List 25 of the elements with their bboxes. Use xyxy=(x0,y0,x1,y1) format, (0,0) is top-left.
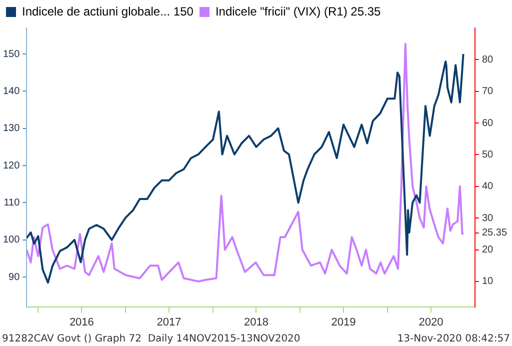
y-tick-label: 150 xyxy=(2,48,20,60)
y2-tick-label: 40 xyxy=(482,181,494,192)
y2-tick-label: 30 xyxy=(482,212,494,224)
y-tick-label: 140 xyxy=(2,86,20,97)
text: 91282CAV Govt () Graph 72 Daily 14NOV2015-13NOV2020 xyxy=(2,334,300,345)
y2-tick-label: 20 xyxy=(482,244,494,256)
legend-label: Indicele de actiuni globale... 150 xyxy=(22,4,194,18)
x-tick-label: 2016 xyxy=(69,316,94,328)
text: 13-Nov-2020 08:42:57 xyxy=(397,334,510,345)
y-tick-label: 130 xyxy=(2,123,20,134)
y-tick-label: 120 xyxy=(2,160,20,172)
y2-tick-label: 25.35 xyxy=(482,228,508,239)
y-tick-label: 100 xyxy=(2,234,20,246)
y-tick-label: 90 xyxy=(8,272,20,283)
y2-tick-label: 60 xyxy=(482,118,494,129)
legend-label: Indicele "fricii" (VIX) (R1) 25.35 xyxy=(215,4,382,18)
x-tick-label: 2018 xyxy=(244,316,268,328)
y2-tick-label: 70 xyxy=(482,86,494,98)
y2-tick-label: 80 xyxy=(482,54,494,66)
x-tick-label: 2017 xyxy=(156,316,182,328)
x-tick-label: 2019 xyxy=(331,316,356,328)
y-tick-label: 110 xyxy=(4,197,20,208)
x-tick-label: 2020 xyxy=(418,316,444,328)
y2-tick-label: 50 xyxy=(482,149,494,160)
y2-tick-label: 10 xyxy=(482,276,494,288)
